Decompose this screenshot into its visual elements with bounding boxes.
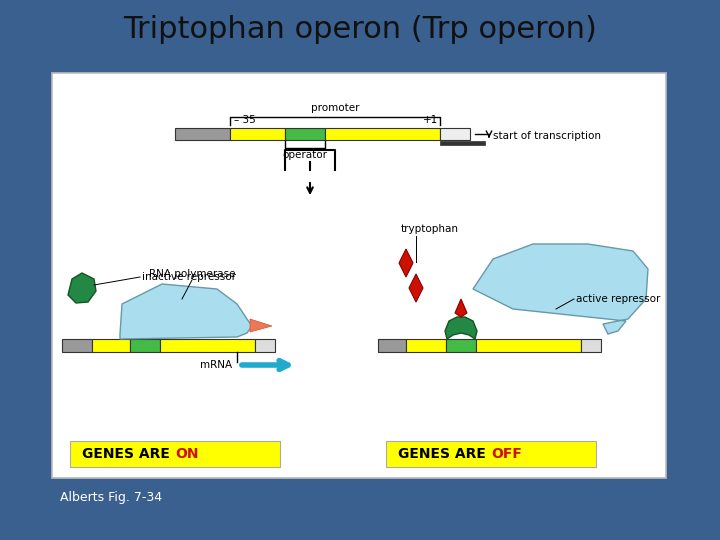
Text: operator: operator xyxy=(282,150,328,160)
FancyBboxPatch shape xyxy=(325,128,440,140)
Text: RNA polymerase: RNA polymerase xyxy=(149,269,235,279)
FancyBboxPatch shape xyxy=(285,128,325,140)
Text: +1: +1 xyxy=(423,115,438,125)
Polygon shape xyxy=(68,273,96,303)
FancyBboxPatch shape xyxy=(440,128,470,140)
Polygon shape xyxy=(473,244,648,334)
Text: tryptophan: tryptophan xyxy=(401,224,459,234)
Polygon shape xyxy=(120,284,252,339)
FancyBboxPatch shape xyxy=(581,339,601,352)
Polygon shape xyxy=(399,249,413,277)
FancyBboxPatch shape xyxy=(70,441,280,467)
Text: GENES ARE: GENES ARE xyxy=(398,447,491,461)
Text: active repressor: active repressor xyxy=(576,294,660,304)
FancyBboxPatch shape xyxy=(476,339,581,352)
Text: ON: ON xyxy=(175,447,199,461)
FancyBboxPatch shape xyxy=(175,128,230,140)
Polygon shape xyxy=(250,319,272,332)
Text: start of transcription: start of transcription xyxy=(493,131,601,141)
FancyBboxPatch shape xyxy=(406,339,446,352)
FancyBboxPatch shape xyxy=(160,339,255,352)
Text: GENES ARE: GENES ARE xyxy=(82,447,175,461)
Text: OFF: OFF xyxy=(491,447,522,461)
FancyBboxPatch shape xyxy=(378,339,406,352)
FancyBboxPatch shape xyxy=(52,73,666,478)
FancyBboxPatch shape xyxy=(62,339,92,352)
FancyBboxPatch shape xyxy=(255,339,275,352)
Text: inactive repressor: inactive repressor xyxy=(142,272,236,282)
Text: – 35: – 35 xyxy=(234,115,256,125)
Polygon shape xyxy=(445,317,477,339)
Text: promoter: promoter xyxy=(311,103,359,113)
FancyBboxPatch shape xyxy=(440,141,485,145)
FancyBboxPatch shape xyxy=(230,128,285,140)
Text: Alberts Fig. 7-34: Alberts Fig. 7-34 xyxy=(60,491,162,504)
Polygon shape xyxy=(455,299,467,317)
FancyBboxPatch shape xyxy=(92,339,130,352)
Text: Triptophan operon (Trp operon): Triptophan operon (Trp operon) xyxy=(123,16,597,44)
Polygon shape xyxy=(409,274,423,302)
FancyBboxPatch shape xyxy=(446,339,476,352)
FancyBboxPatch shape xyxy=(130,339,160,352)
FancyBboxPatch shape xyxy=(386,441,596,467)
Text: mRNA: mRNA xyxy=(200,360,232,370)
